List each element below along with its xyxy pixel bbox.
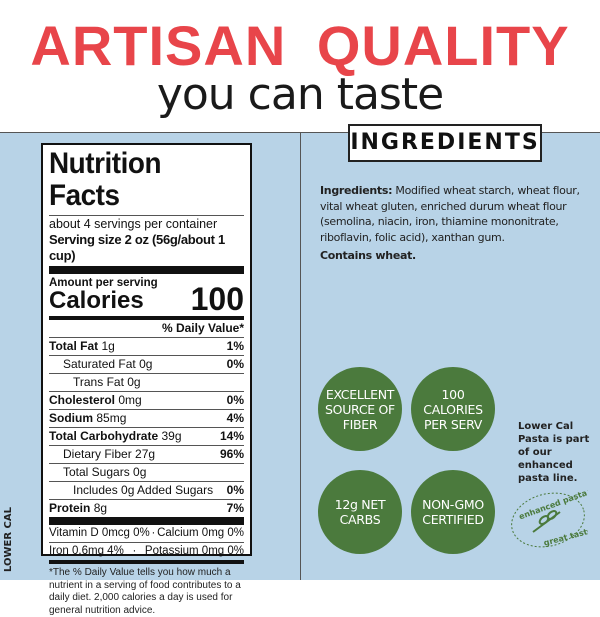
panel-divider xyxy=(300,132,301,580)
subheadline: you can taste xyxy=(156,69,444,120)
wheat-icon xyxy=(532,510,561,533)
nutrient-name: Cholesterol xyxy=(49,393,116,407)
nutrient-row: Trans Fat 0g xyxy=(49,373,244,391)
calories-value: 100 xyxy=(190,281,244,317)
nutrient-label: Sodium 85mg xyxy=(49,410,126,427)
nutrient-amount: 85mg xyxy=(96,411,127,425)
nutrition-title: Nutrition Facts xyxy=(49,147,162,212)
nutrient-name: Total Carbohydrate xyxy=(49,429,159,443)
nutrient-row: Dietary Fiber 27g 96% xyxy=(49,445,244,463)
ingredients-heading: INGREDIENTS xyxy=(348,124,542,162)
nutrient-row: Total Fat 1g 1% xyxy=(49,337,244,355)
medium-rule xyxy=(49,316,244,320)
nutrient-label: Saturated Fat 0g xyxy=(63,356,152,373)
nutrient-dv: 0% xyxy=(226,357,244,371)
vitamin-left: Iron 0.6mg 4% xyxy=(49,545,124,557)
servings: about 4 servings per container xyxy=(49,215,244,232)
nutrient-name: Protein xyxy=(49,501,91,515)
vitamin-row: Vitamin D 0mcg 0% · Calcium 0mg 0% xyxy=(49,525,244,542)
badge-calories: 100 CALORIES PER SERV xyxy=(411,367,495,451)
nutrient-row: Total Carbohydrate 39g 14% xyxy=(49,427,244,445)
badge-net-carbs: 12g NET CARBS xyxy=(318,470,402,554)
serving-size: Serving size 2 oz (56g/about 1 cup) xyxy=(49,232,244,264)
nutrient-dv: 96% xyxy=(219,447,244,461)
nutrient-label: Dietary Fiber 27g xyxy=(63,446,155,463)
nutrient-name: Includes 0g Added Sugars xyxy=(73,483,214,497)
nutrient-row: Saturated Fat 0g 0% xyxy=(49,355,244,373)
nutrient-amount: 0g xyxy=(139,357,153,371)
side-label: LOWER CAL xyxy=(3,506,14,572)
vitamin-row: Iron 0.6mg 4% · Potassium 0mg 0% xyxy=(49,542,244,560)
nutrient-dv: 7% xyxy=(226,501,244,515)
amount-per-serving: Amount per serving xyxy=(49,277,158,289)
seal-bottom-text: great taste! xyxy=(543,525,588,548)
nutrient-row: Protein 8g 7% xyxy=(49,499,244,517)
dot-separator: · xyxy=(151,527,156,539)
nutrient-label: Cholesterol 0mg xyxy=(49,392,142,409)
vitamin-right: Calcium 0mg 0% xyxy=(157,527,244,539)
badge-fiber: EXCELLENT SOURCE OF FIBER xyxy=(318,367,402,451)
nutrient-label: Total Sugars 0g xyxy=(63,464,146,481)
nutrient-amount: 0g xyxy=(127,375,141,389)
headline: ARTISAN QUALITY xyxy=(30,14,570,77)
nutrient-name: Total Fat xyxy=(49,339,99,353)
nutrient-dv: 4% xyxy=(226,411,244,425)
nutrient-name: Dietary Fiber xyxy=(63,447,132,461)
calories-label: Calories xyxy=(49,287,144,314)
enhanced-pasta-seal: enhanced pasta™ great taste! xyxy=(511,490,588,548)
medium-rule xyxy=(49,560,244,564)
serving-size-label: Serving size xyxy=(49,232,122,247)
nutrient-amount: 27g xyxy=(135,447,156,461)
badge-non-gmo: NON-GMO CERTIFIED xyxy=(411,470,495,554)
nutrient-label: Protein 8g xyxy=(49,500,107,517)
nutrient-name: Total Sugars xyxy=(63,465,130,479)
ingredients-label: Ingredients: xyxy=(320,184,393,197)
nutrient-label: Total Fat 1g xyxy=(49,338,115,355)
dv-header: % Daily Value* xyxy=(161,321,244,335)
nutrient-row: Sodium 85mg 4% xyxy=(49,409,244,427)
nutrient-label: Trans Fat 0g xyxy=(73,374,141,391)
ingredients-list: Modified wheat starch, wheat flour, vita… xyxy=(320,184,580,244)
nutrient-name: Saturated Fat xyxy=(63,357,136,371)
nutrient-amount: 0mg xyxy=(118,393,142,407)
nutrient-label: Total Carbohydrate 39g xyxy=(49,428,182,445)
nutrient-row: Cholesterol 0mg 0% xyxy=(49,391,244,409)
nutrient-row: Total Sugars 0g xyxy=(49,463,244,481)
calories-row: Calories 100 xyxy=(49,281,244,317)
nutrient-row: Includes 0g Added Sugars 0% xyxy=(49,481,244,499)
vitamin-left: Vitamin D 0mcg 0% xyxy=(49,527,150,539)
nutrient-dv: 0% xyxy=(226,393,244,407)
nutrient-name: Sodium xyxy=(49,411,93,425)
serving-size-value: 2 oz (56g/about 1 cup) xyxy=(49,232,225,263)
nutrient-label: Includes 0g Added Sugars xyxy=(73,482,213,499)
nutrient-amount: 0g xyxy=(133,465,147,479)
nutrient-amount: 1g xyxy=(101,339,115,353)
thick-rule xyxy=(49,517,244,525)
vitamin-right: Potassium 0mg 0% xyxy=(144,545,244,557)
nutrient-dv: 1% xyxy=(226,339,244,353)
nutrient-amount: 39g xyxy=(161,429,182,443)
nutrient-dv: 0% xyxy=(226,483,244,497)
side-note: Lower Cal Pasta is part of our enhanced … xyxy=(518,421,590,484)
nutrition-facts-label: Nutrition Facts about 4 servings per con… xyxy=(41,143,252,616)
footnote: *The % Daily Value tells you how much a … xyxy=(49,567,241,616)
allergen-statement: Contains wheat. xyxy=(320,249,416,262)
nutrient-dv: 14% xyxy=(219,429,244,443)
thick-rule xyxy=(49,266,244,274)
dot-separator: · xyxy=(132,545,137,557)
nutrient-name: Trans Fat xyxy=(73,375,124,389)
ingredients-text: Ingredients: Modified wheat starch, whea… xyxy=(320,183,580,245)
nutrient-amount: 8g xyxy=(93,501,108,515)
